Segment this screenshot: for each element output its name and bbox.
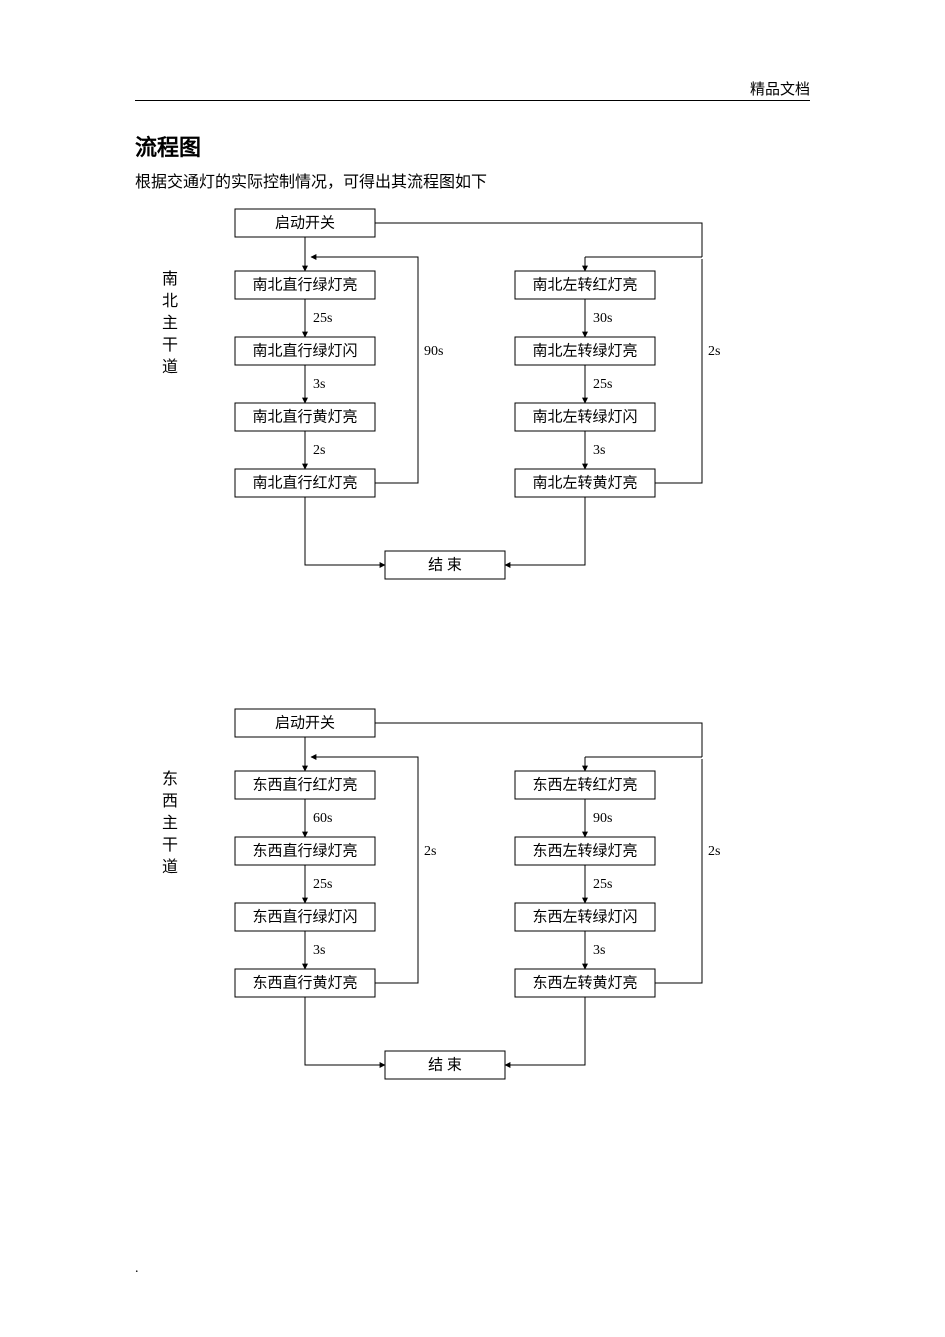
l1-2-label: 东西直行绿灯闪 — [252, 908, 357, 925]
page-title: 流程图 — [135, 130, 201, 162]
lt0-0: 25s — [313, 311, 332, 326]
loopL1: 2s — [424, 844, 436, 859]
l0-3-label: 南北直行红灯亮 — [252, 474, 357, 491]
header-label: 精品文档 — [750, 78, 810, 99]
footer-mark: . — [135, 1261, 139, 1277]
rt0-1: 25s — [593, 377, 612, 392]
r0-3-label: 南北左转黄灯亮 — [532, 474, 637, 491]
flowchart-ew: 东西主干道 启动开关东西直行红灯亮东西直行绿灯亮东西直行绿灯闪东西直行黄灯亮 东西… — [135, 705, 815, 1125]
rt1-0: 90s — [593, 811, 612, 826]
lt1-0: 60s — [313, 811, 332, 826]
page-subtitle: 根据交通灯的实际控制情况，可得出其流程图如下 — [135, 168, 487, 192]
r1-3-label: 东西左转黄灯亮 — [532, 974, 637, 991]
l1-3-label: 东西直行黄灯亮 — [252, 974, 357, 991]
l1-1-label: 东西直行绿灯亮 — [252, 842, 357, 859]
header-rule — [135, 100, 810, 101]
r0-0-label: 南北左转红灯亮 — [532, 276, 637, 293]
lt0-2: 2s — [313, 443, 325, 458]
side-label-ew: 东西主干道 — [155, 770, 179, 880]
l0-0-label: 南北直行绿灯亮 — [252, 276, 357, 293]
lt1-1: 25s — [313, 877, 332, 892]
r1-0-label: 东西左转红灯亮 — [532, 776, 637, 793]
loopR1: 2s — [708, 844, 720, 859]
side-label-ns: 南北主干道 — [155, 270, 179, 380]
l1-0-label: 东西直行红灯亮 — [252, 776, 357, 793]
loopL0: 90s — [424, 344, 443, 359]
r1-1-label: 东西左转绿灯亮 — [532, 842, 637, 859]
end-0-label: 结 束 — [428, 556, 462, 573]
l0-1-label: 南北直行绿灯闪 — [252, 342, 357, 359]
lt1-2: 3s — [313, 943, 325, 958]
rt1-2: 3s — [593, 943, 605, 958]
loopR0: 2s — [708, 344, 720, 359]
lt0-1: 3s — [313, 377, 325, 392]
rt1-1: 25s — [593, 877, 612, 892]
start-0-label: 启动开关 — [275, 214, 335, 231]
rt0-2: 3s — [593, 443, 605, 458]
r1-2-label: 东西左转绿灯闪 — [532, 908, 637, 925]
r0-2-label: 南北左转绿灯闪 — [532, 408, 637, 425]
start-1-label: 启动开关 — [275, 714, 335, 731]
flowchart-ns: 南北主干道 启动开关南北直行绿灯亮南北直行绿灯闪南北直行黄灯亮南北直行红灯亮 南北… — [135, 205, 815, 625]
r0-1-label: 南北左转绿灯亮 — [532, 342, 637, 359]
rt0-0: 30s — [593, 311, 612, 326]
l0-2-label: 南北直行黄灯亮 — [252, 408, 357, 425]
end-1-label: 结 束 — [428, 1056, 462, 1073]
